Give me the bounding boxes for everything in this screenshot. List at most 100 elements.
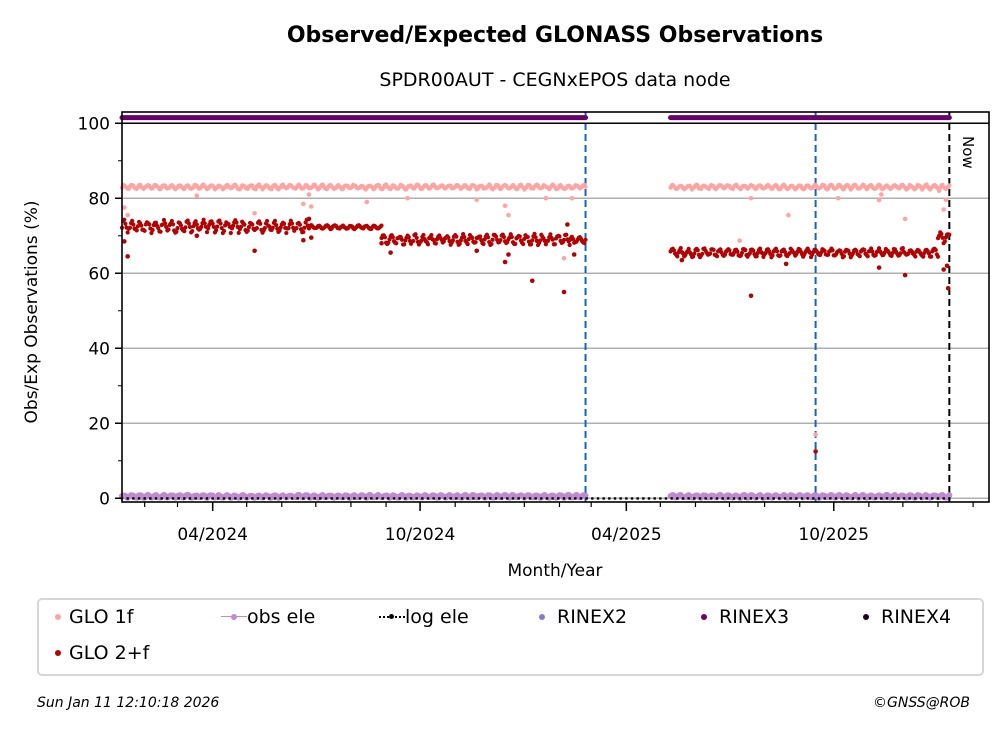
y-axis: 0 20 40 60 80 100 <box>78 114 122 509</box>
data-point <box>460 497 464 500</box>
legend-marker <box>51 646 77 660</box>
data-point <box>370 497 373 500</box>
data-point <box>681 497 685 500</box>
data-point <box>900 245 905 251</box>
data-point <box>289 221 295 226</box>
data-point <box>743 248 748 253</box>
data-point <box>787 251 792 256</box>
data-point <box>490 237 495 242</box>
data-point <box>523 497 526 500</box>
data-point <box>135 224 140 229</box>
data-point <box>413 232 418 237</box>
data-point <box>206 226 211 231</box>
legend-item-obs-ele: obs ele <box>221 606 315 628</box>
data-point <box>297 222 303 227</box>
data-point <box>530 238 535 243</box>
data-point <box>528 497 532 500</box>
data-point <box>175 225 180 231</box>
data-point <box>511 497 515 500</box>
data-point <box>664 497 668 500</box>
data-point <box>870 249 875 254</box>
data-point <box>494 497 498 500</box>
data-point <box>125 230 130 235</box>
data-point <box>387 237 392 242</box>
data-point <box>236 230 241 235</box>
data-point <box>245 228 250 233</box>
data-point <box>194 497 197 500</box>
data-point <box>306 216 312 222</box>
data-point <box>806 497 809 500</box>
data-point <box>636 497 639 500</box>
data-point <box>364 199 370 205</box>
data-point <box>517 497 520 500</box>
data-point <box>876 246 882 251</box>
data-point <box>571 252 577 257</box>
data-point <box>748 195 754 201</box>
data-point <box>154 497 158 500</box>
data-point <box>846 497 849 500</box>
data-point <box>830 248 835 253</box>
data-point <box>876 197 882 203</box>
data-point <box>591 497 594 500</box>
data-point <box>897 497 900 500</box>
data-point <box>671 248 677 253</box>
data-point <box>308 235 314 240</box>
data-point <box>763 250 768 255</box>
data-point <box>890 250 895 256</box>
data-point <box>711 247 716 252</box>
y-tick-label: 60 <box>88 264 110 284</box>
data-point <box>500 497 503 500</box>
data-point <box>382 235 388 240</box>
data-point <box>708 251 713 256</box>
data-point <box>239 497 243 500</box>
data-point <box>489 497 492 500</box>
data-point <box>885 497 889 500</box>
data-point <box>406 235 411 240</box>
legend-item-log-ele: log ele <box>379 606 469 628</box>
data-point <box>228 497 231 500</box>
data-point <box>561 289 567 295</box>
data-point <box>219 225 224 231</box>
data-point <box>714 254 720 259</box>
data-point <box>585 497 588 500</box>
data-point <box>194 222 199 227</box>
data-point <box>477 497 481 500</box>
y-tick-label: 80 <box>88 189 110 209</box>
data-point <box>211 497 214 500</box>
data-point <box>473 240 478 245</box>
data-point <box>947 232 952 237</box>
data-point <box>449 497 452 500</box>
data-point <box>943 197 949 203</box>
data-point <box>131 222 136 227</box>
data-point <box>506 252 511 257</box>
data-point <box>481 241 486 247</box>
data-point <box>122 217 127 222</box>
grid <box>122 122 989 499</box>
data-point <box>158 229 163 234</box>
data-point <box>387 497 390 500</box>
legend-label: log ele <box>405 606 469 628</box>
x-tick-label: 04/2025 <box>591 525 662 545</box>
y-tick-label: 100 <box>78 114 110 134</box>
x-axis-label: Month/Year <box>507 561 602 581</box>
data-point <box>548 232 553 237</box>
data-point <box>744 497 747 500</box>
data-point <box>534 497 537 500</box>
data-point <box>465 242 470 247</box>
data-point <box>177 497 180 500</box>
data-point <box>692 251 697 256</box>
data-point <box>493 234 499 239</box>
data-point <box>250 222 255 227</box>
data-point <box>789 497 792 500</box>
data-point <box>754 254 759 259</box>
data-point <box>242 222 247 227</box>
data-point <box>546 238 551 243</box>
data-point <box>538 238 543 243</box>
data-point <box>454 234 459 239</box>
data-point <box>891 497 894 500</box>
data-point <box>296 497 299 500</box>
data-point <box>862 247 867 253</box>
legend-marker <box>529 610 555 624</box>
data-point <box>125 212 130 218</box>
data-point <box>817 497 821 500</box>
